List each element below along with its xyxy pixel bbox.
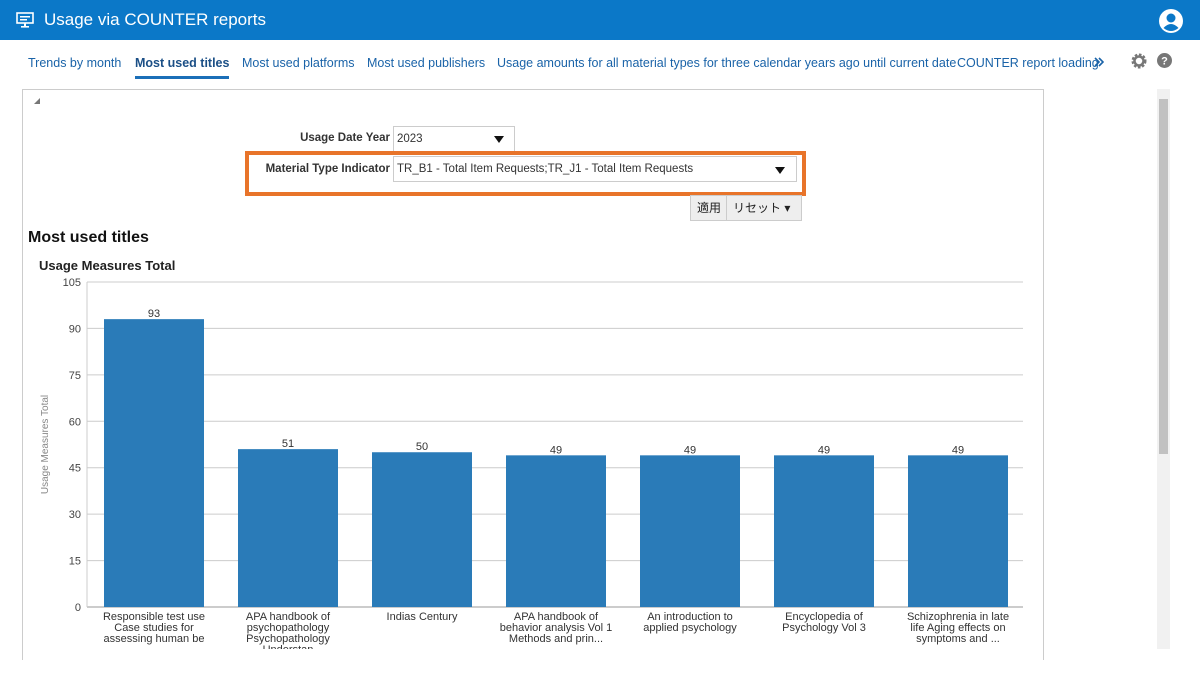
svg-text:?: ? (1161, 56, 1168, 68)
data-label: 49 (952, 444, 964, 456)
more-tabs-icon[interactable] (1094, 57, 1104, 67)
apply-button[interactable]: 適用 (690, 195, 729, 221)
collapse-icon[interactable] (33, 97, 41, 105)
bar (640, 455, 740, 607)
y-tick-label: 75 (69, 370, 81, 382)
app-title: Usage via COUNTER reports (44, 10, 267, 29)
material-select[interactable]: TR_B1 - Total Item Requests;TR_J1 - Tota… (393, 156, 797, 182)
help-button[interactable]: ? (1157, 53, 1172, 68)
y-tick-label: 0 (75, 602, 81, 614)
chart: Usage Measures Total Usage Measures Total… (39, 258, 1023, 614)
settings-button[interactable] (1130, 52, 1148, 70)
y-tick-label: 15 (69, 556, 81, 568)
data-label: 51 (282, 438, 294, 450)
dropdown-arrow (775, 167, 785, 174)
bar (774, 455, 874, 607)
y-tick-label: 30 (69, 509, 81, 521)
scrollbar[interactable] (1157, 89, 1170, 649)
filter-label: Usage Date Year (300, 132, 390, 144)
year-select[interactable]: 2023 (393, 126, 515, 152)
data-label: 49 (818, 444, 830, 456)
user-button[interactable] (1159, 9, 1183, 33)
bar (506, 455, 606, 607)
tab[interactable]: Trends by month (28, 56, 122, 70)
button-label: リセット (733, 201, 782, 215)
y-tick-label: 90 (69, 323, 81, 335)
chart-title: Usage Measures Total (39, 258, 175, 273)
tab[interactable]: Most used platforms (242, 56, 355, 70)
highlight-box (245, 151, 806, 196)
y-tick-label: 105 (63, 277, 81, 289)
x-tick-label: Encyclopedia of Psychology Vol 3 (782, 612, 866, 634)
bar (908, 455, 1008, 607)
data-label: 49 (684, 444, 696, 456)
app-header: Usage via COUNTER reports (0, 0, 1200, 40)
bar (372, 452, 472, 607)
y-tick-label: 60 (69, 416, 81, 428)
dropdown-arrow (494, 136, 504, 143)
x-tick-label: An introduction to applied psychology (643, 612, 737, 634)
data-label: 50 (416, 441, 428, 453)
x-tick-label: Responsible test use Case studies for as… (102, 612, 206, 645)
reset-button[interactable]: リセット ▾ (726, 195, 802, 221)
section-title: Most used titles (28, 229, 149, 246)
select-value: 2023 (397, 133, 423, 145)
y-axis-label: Usage Measures Total (40, 395, 51, 494)
bar (238, 449, 338, 607)
report-panel (22, 89, 1044, 660)
app-icon (16, 12, 34, 28)
tab[interactable]: Most used publishers (367, 56, 486, 70)
tab[interactable]: Usage amounts for all material types for… (497, 56, 957, 70)
x-tick-label: APA handbook of psychopathology Psychopa… (245, 612, 331, 649)
y-tick-label: 45 (69, 463, 81, 475)
select-value: TR_B1 - Total Item Requests;TR_J1 - Tota… (397, 163, 694, 175)
x-tick-label: APA handbook of behavior analysis Vol 1 … (499, 612, 613, 645)
data-label: 93 (148, 308, 160, 320)
x-tick-label: Indias Century (386, 612, 458, 623)
bar (104, 319, 204, 607)
data-label: 49 (550, 444, 562, 456)
filter-label: Material Type Indicator (265, 163, 390, 175)
tab[interactable]: Most used titles (135, 56, 230, 79)
tab[interactable]: COUNTER report loading (957, 56, 1099, 70)
x-tick-label: Schizophrenia in late life Aging effects… (906, 612, 1010, 645)
